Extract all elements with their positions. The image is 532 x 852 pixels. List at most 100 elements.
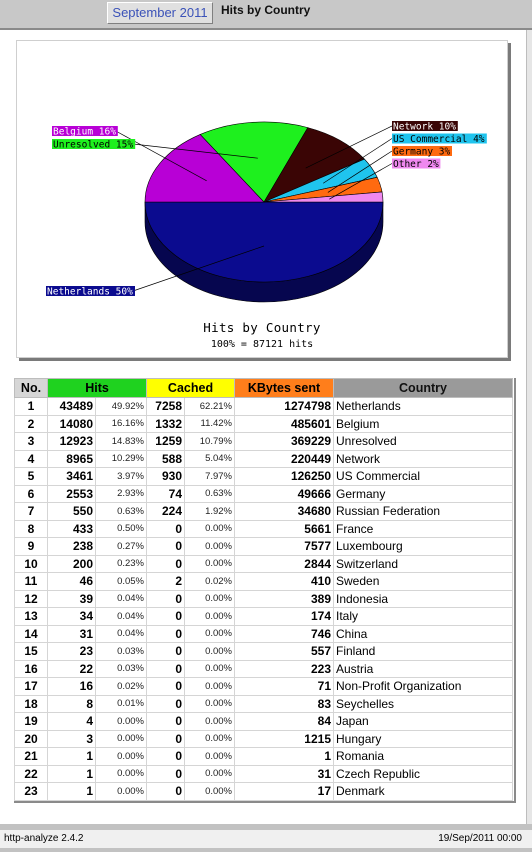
pie-slice-0 <box>144 201 384 283</box>
cell-country: Non-Profit Organization <box>333 677 513 696</box>
table-row: 16 22 0.03% 0 0.00% 223 Austria <box>14 659 513 678</box>
cell-hits-pct: 14.83% <box>95 432 147 451</box>
cell-no: 2 <box>14 414 48 433</box>
pie-leader-3 <box>305 125 393 169</box>
cell-cached-pct: 0.00% <box>184 729 235 748</box>
cell-no: 11 <box>14 572 48 591</box>
pie-label-5: Germany 3% <box>393 147 450 158</box>
table-row: 8 433 0.50% 0 0.00% 5661 France <box>14 519 513 538</box>
cell-hits-pct: 49.92% <box>95 397 147 416</box>
cell-cached: 0 <box>146 537 185 556</box>
cell-hits: 3 <box>47 729 96 748</box>
pie-slice-3 <box>263 127 365 203</box>
header-no: No. <box>14 378 48 398</box>
app-version: http-analyze 2.4.2 <box>4 833 84 844</box>
cell-hits: 31 <box>47 624 96 643</box>
header-country: Country <box>333 378 513 398</box>
cell-no: 16 <box>14 659 48 678</box>
page-title: Hits by Country <box>221 3 311 17</box>
cell-country: Sweden <box>333 572 513 591</box>
cell-country: Seychelles <box>333 694 513 713</box>
cell-cached: 0 <box>146 659 185 678</box>
cell-hits: 238 <box>47 537 96 556</box>
pie-label-bg-5 <box>392 146 452 156</box>
pie-chart: Netherlands 50% Belgium 16% Unresolved 15%… <box>46 121 487 303</box>
cell-cached: 0 <box>146 782 185 801</box>
cell-kbytes: 174 <box>234 607 334 626</box>
pie-label-2: Unresolved 15% <box>53 140 133 151</box>
month-tab[interactable]: September 2011 <box>107 2 213 24</box>
footer: http-analyze 2.4.2 19/Sep/2011 00:00 <box>0 824 532 848</box>
pie-label-0: Netherlands 50% <box>47 287 133 298</box>
cell-no: 5 <box>14 467 48 486</box>
cell-cached-pct: 1.92% <box>184 502 235 521</box>
cell-country: France <box>333 519 513 538</box>
cell-hits-pct: 0.00% <box>95 712 147 731</box>
cell-country: Hungary <box>333 729 513 748</box>
cell-country: Czech Republic <box>333 764 513 783</box>
pie-label-1: Belgium 16% <box>53 127 116 138</box>
table-header-row: No. Hits Cached KBytes sent Country <box>14 378 513 398</box>
cell-cached-pct: 11.42% <box>184 414 235 433</box>
cell-cached: 0 <box>146 624 185 643</box>
cell-hits-pct: 0.05% <box>95 572 147 591</box>
pie-label-bg-1 <box>52 126 118 136</box>
table-row: 7 550 0.63% 224 1.92% 34680 Russian Federation <box>14 502 513 521</box>
cell-kbytes: 223 <box>234 659 334 678</box>
cell-hits: 8 <box>47 694 96 713</box>
cell-cached-pct: 0.00% <box>184 537 235 556</box>
cell-country: Russian Federation <box>333 502 513 521</box>
cell-cached: 0 <box>146 677 185 696</box>
cell-hits-pct: 0.00% <box>95 729 147 748</box>
chart-subtitle: 100% = 87121 hits <box>210 339 314 350</box>
country-table: No. Hits Cached KBytes sent Country 1 434… <box>14 378 516 803</box>
cell-kbytes: 7577 <box>234 537 334 556</box>
cell-hits: 433 <box>47 519 96 538</box>
cell-hits-pct: 0.23% <box>95 554 147 573</box>
cell-cached: 930 <box>146 467 185 486</box>
cell-hits: 2553 <box>47 484 96 503</box>
cell-country: Denmark <box>333 782 513 801</box>
cell-cached-pct: 0.02% <box>184 572 235 591</box>
cell-hits: 12923 <box>47 432 96 451</box>
cell-kbytes: 126250 <box>234 467 334 486</box>
cell-hits-pct: 2.93% <box>95 484 147 503</box>
cell-kbytes: 49666 <box>234 484 334 503</box>
pie-slice-1 <box>144 134 265 203</box>
cell-hits-pct: 0.03% <box>95 659 147 678</box>
table-row: 14 31 0.04% 0 0.00% 746 China <box>14 624 513 643</box>
pie-labels: Netherlands 50% Belgium 16% Unresolved 15%… <box>46 121 487 298</box>
table-body: 1 43489 49.92% 7258 62.21% 1274798 Netherlands… <box>14 397 513 801</box>
report-date: 19/Sep/2011 00:00 <box>438 833 522 844</box>
cell-hits: 1 <box>47 782 96 801</box>
cell-hits-pct: 0.50% <box>95 519 147 538</box>
cell-kbytes: 34680 <box>234 502 334 521</box>
table-row: 21 1 0.00% 0 0.00% 1 Romania <box>14 747 513 766</box>
cell-country: Finland <box>333 642 513 661</box>
scrollbar-track[interactable] <box>526 30 532 824</box>
table-row: 11 46 0.05% 2 0.02% 410 Sweden <box>14 572 513 591</box>
cell-cached: 0 <box>146 747 185 766</box>
cell-no: 21 <box>14 747 48 766</box>
pie-label-bg-2 <box>52 139 136 149</box>
pie-label-bg-6 <box>392 158 441 169</box>
cell-kbytes: 2844 <box>234 554 334 573</box>
cell-hits-pct: 16.16% <box>95 414 147 433</box>
cell-cached-pct: 0.00% <box>184 764 235 783</box>
cell-kbytes: 71 <box>234 677 334 696</box>
pie-label-4: US Commercial 4% <box>393 134 485 145</box>
cell-kbytes: 220449 <box>234 449 334 468</box>
cell-kbytes: 84 <box>234 712 334 731</box>
cell-no: 6 <box>14 484 48 503</box>
cell-cached-pct: 0.00% <box>184 712 235 731</box>
cell-hits-pct: 0.03% <box>95 642 147 661</box>
header-hits: Hits <box>47 378 147 398</box>
cell-country: China <box>333 624 513 643</box>
cell-kbytes: 1274798 <box>234 397 334 416</box>
top-bar: September 2011 Hits by Country <box>0 0 532 30</box>
cell-cached: 0 <box>146 554 185 573</box>
table-row: 9 238 0.27% 0 0.00% 7577 Luxembourg <box>14 537 513 556</box>
cell-cached: 74 <box>146 484 185 503</box>
cell-kbytes: 485601 <box>234 414 334 433</box>
cell-hits: 39 <box>47 589 96 608</box>
